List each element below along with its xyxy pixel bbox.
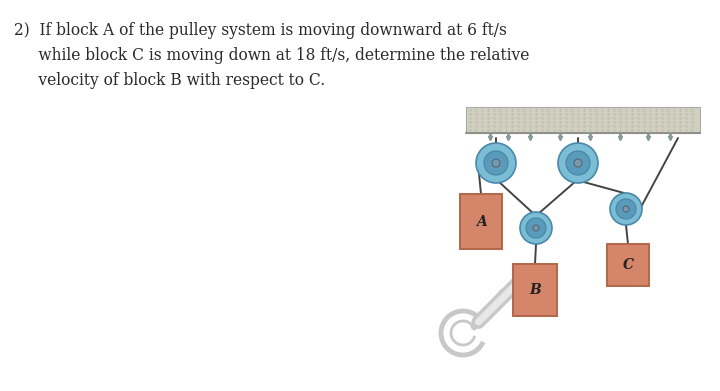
Circle shape [566, 151, 590, 175]
Text: velocity of block B with respect to C.: velocity of block B with respect to C. [14, 72, 325, 89]
Text: C: C [623, 258, 634, 272]
Bar [513, 264, 557, 316]
Bar [607, 244, 649, 286]
Circle shape [476, 143, 516, 183]
Circle shape [533, 225, 539, 231]
Text: while block C is moving down at 18 ft/s, determine the relative: while block C is moving down at 18 ft/s,… [14, 47, 529, 64]
Circle shape [574, 159, 582, 167]
Circle shape [484, 151, 508, 175]
Bar [466, 107, 700, 133]
Bar [460, 194, 502, 249]
Circle shape [492, 159, 500, 167]
Text: 2)  If block A of the pulley system is moving downward at 6 ft/s: 2) If block A of the pulley system is mo… [14, 22, 507, 39]
Circle shape [520, 212, 552, 244]
Circle shape [610, 193, 642, 225]
Text: B: B [529, 283, 541, 297]
Circle shape [616, 199, 636, 219]
Circle shape [558, 143, 598, 183]
Circle shape [623, 206, 629, 212]
Text: A: A [476, 215, 487, 228]
Circle shape [526, 218, 546, 238]
